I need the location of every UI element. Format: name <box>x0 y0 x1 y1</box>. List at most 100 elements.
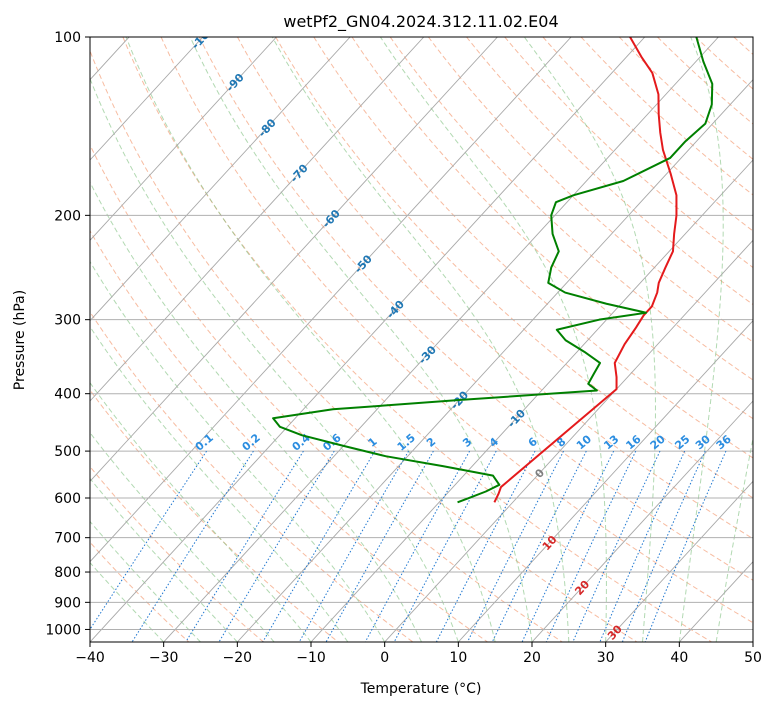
x-tick-label: 40 <box>670 650 688 666</box>
isotherm-line <box>90 37 425 402</box>
moist-adiabat-line <box>90 477 238 642</box>
x-tick-label: −30 <box>149 650 179 666</box>
y-tick-label: 200 <box>54 208 81 224</box>
isotherm-line <box>90 37 646 642</box>
mixing-ratio-label: 3 <box>460 435 474 450</box>
mixing-ratio-line <box>599 450 686 642</box>
moist-adiabat-line <box>90 260 386 642</box>
isotherm-line <box>310 159 753 642</box>
mixing-ratio-label: 16 <box>623 432 643 452</box>
mixing-ratio-label: 10 <box>574 432 594 452</box>
mixing-ratio-label: 1 <box>366 435 380 450</box>
y-axis-label: Pressure (hPa) <box>12 290 28 390</box>
mixing-ratio-label: 13 <box>601 433 621 453</box>
y-tick-label: 400 <box>54 387 81 403</box>
dry-adiabat-line <box>580 37 753 196</box>
mixing-ratio-line <box>491 450 587 642</box>
x-tick-label: −10 <box>296 650 326 666</box>
x-axis-label: Temperature (°C) <box>360 681 482 697</box>
dry-adiabat-line <box>90 465 264 642</box>
dry-adiabat-line <box>122 37 712 642</box>
moist-adiabat-line <box>678 37 724 642</box>
isotherm-line <box>90 37 572 563</box>
y-tick-label: 700 <box>54 531 81 547</box>
dry-adiabat-line <box>504 37 753 269</box>
dry-adiabat-line <box>90 143 563 642</box>
mixing-ratio-line <box>298 450 410 642</box>
dry-adiabat-line <box>657 37 753 125</box>
isotherm-line <box>163 37 719 642</box>
isotherm-line <box>90 37 351 322</box>
mixing-ratio-label: 30 <box>693 432 713 452</box>
moist-adiabat-line <box>752 639 753 642</box>
moist-adiabat-line <box>125 37 496 642</box>
moist-adiabat-line <box>90 77 459 642</box>
plot-inline-labels: 0.1 0.2 0.4 0.6 1 1.5 2 3 4 6 8 10 13 16 20 25 30 36-100-… <box>189 37 734 687</box>
moist-adiabat-line <box>90 325 349 642</box>
mixing-ratio-line <box>90 450 207 631</box>
mixing-ratio-label: 0.1 <box>193 431 216 453</box>
isotherm-line <box>531 400 753 642</box>
mixing-ratio-label: 20 <box>648 432 668 452</box>
mixing-ratio-label: 1.5 <box>395 431 418 453</box>
dry-adiabat-line <box>618 37 753 160</box>
moist-adiabat-line <box>90 561 165 642</box>
mixing-ratio-line <box>131 450 254 642</box>
dry-adiabat-line <box>90 49 638 642</box>
isotherm-label: 40 <box>638 667 658 687</box>
y-tick-label: 600 <box>54 491 81 507</box>
dry-adiabat-line <box>313 37 753 459</box>
dewpoint-profile-line <box>272 37 714 504</box>
moist-adiabat-line <box>90 520 201 642</box>
dry-adiabat-line <box>90 541 190 642</box>
mixing-ratio-line <box>218 450 335 642</box>
temperature-profile-line <box>493 37 678 503</box>
mixing-ratio-line <box>185 450 304 642</box>
mixing-ratio-line <box>572 450 661 642</box>
x-tick-label: −40 <box>75 650 105 666</box>
moist-adiabat-line <box>90 181 422 642</box>
x-tick-label: −20 <box>223 650 253 666</box>
isotherm-line <box>90 37 204 161</box>
x-tick-label: 30 <box>597 650 615 666</box>
mixing-ratio-line <box>325 450 434 642</box>
y-tick-label: 1000 <box>45 622 81 638</box>
y-tick-label: 500 <box>54 444 81 460</box>
mixing-ratio-line <box>393 450 497 642</box>
mixing-ratio-line <box>262 450 376 642</box>
plot-series-layer <box>272 37 714 504</box>
isotherm-line <box>678 560 753 642</box>
axes-layer: −40 −30 −20 −10 0 10 20 30 40 50 100 200 300 400 500 60… <box>45 30 762 666</box>
isotherm-line <box>752 641 753 642</box>
y-tick-label: 800 <box>54 565 81 581</box>
mixing-ratio-line <box>467 450 565 642</box>
y-tick-label: 300 <box>54 313 81 329</box>
isotherm-line <box>90 37 498 482</box>
dry-adiabat-line <box>351 37 753 420</box>
x-tick-label: 20 <box>523 650 541 666</box>
moist-adiabat-line <box>715 435 753 642</box>
isotherm-line <box>457 319 753 642</box>
mixing-ratio-line <box>545 450 637 642</box>
x-tick-label: 0 <box>380 650 389 666</box>
x-tick-label: 50 <box>744 650 762 666</box>
mixing-ratio-label: 36 <box>714 432 734 452</box>
isotherm-line <box>90 37 277 241</box>
x-tick-label: 10 <box>449 650 467 666</box>
moist-adiabat-line <box>271 37 570 642</box>
y-tick-label: 100 <box>54 30 81 46</box>
mixing-ratio-line <box>644 450 727 642</box>
dry-adiabat-line <box>275 37 753 499</box>
moist-adiabat-line <box>90 431 275 642</box>
dry-adiabat-line <box>427 37 753 343</box>
y-tick-label: 900 <box>54 595 81 611</box>
mixing-ratio-line <box>521 450 615 642</box>
moist-adiabat-line <box>379 37 607 642</box>
plot-frame <box>89 36 754 643</box>
isotherm-line <box>605 480 753 642</box>
dry-adiabat-line <box>389 37 753 381</box>
mixing-ratio-line <box>435 450 536 642</box>
chart-title: wetPf2_GN04.2024.312.11.02.E04 <box>283 12 558 32</box>
